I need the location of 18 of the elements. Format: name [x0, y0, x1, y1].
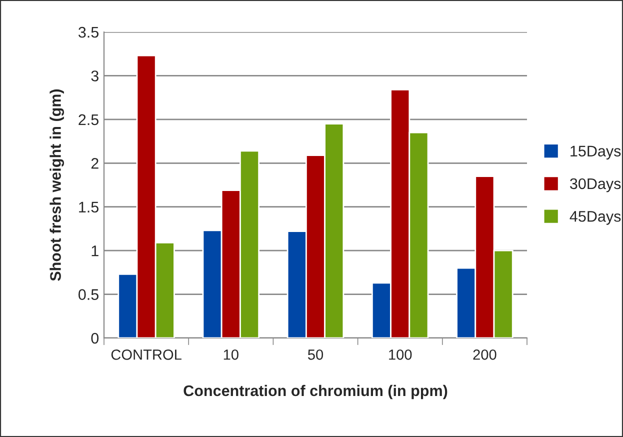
y-tick-label: 2: [91, 158, 98, 169]
y-tick-label: 0.5: [78, 289, 98, 300]
x-axis-title: Concentration of chromium (in ppm): [184, 384, 448, 400]
y-tick-label: 0: [91, 332, 99, 344]
x-tick-label: 100: [389, 349, 412, 360]
x-tick-label: CONTROL: [111, 349, 182, 360]
y-tick-label: 3.5: [78, 26, 98, 38]
y-axis-title: Shoot fresh weight in (gm): [50, 89, 64, 281]
y-tick-label: 1.5: [79, 202, 98, 213]
legend-label: 15Days: [570, 146, 621, 160]
x-tick-label: 200: [473, 349, 496, 360]
y-tick-label: 1: [92, 246, 98, 256]
x-tick-label: 50: [308, 349, 324, 360]
legend-label: 30Days: [570, 178, 621, 192]
y-tick-label: 2.5: [78, 114, 98, 126]
x-tick-label: 10: [224, 349, 238, 360]
legend-label: 45Days: [570, 211, 621, 225]
y-tick-label: 3: [91, 70, 98, 82]
